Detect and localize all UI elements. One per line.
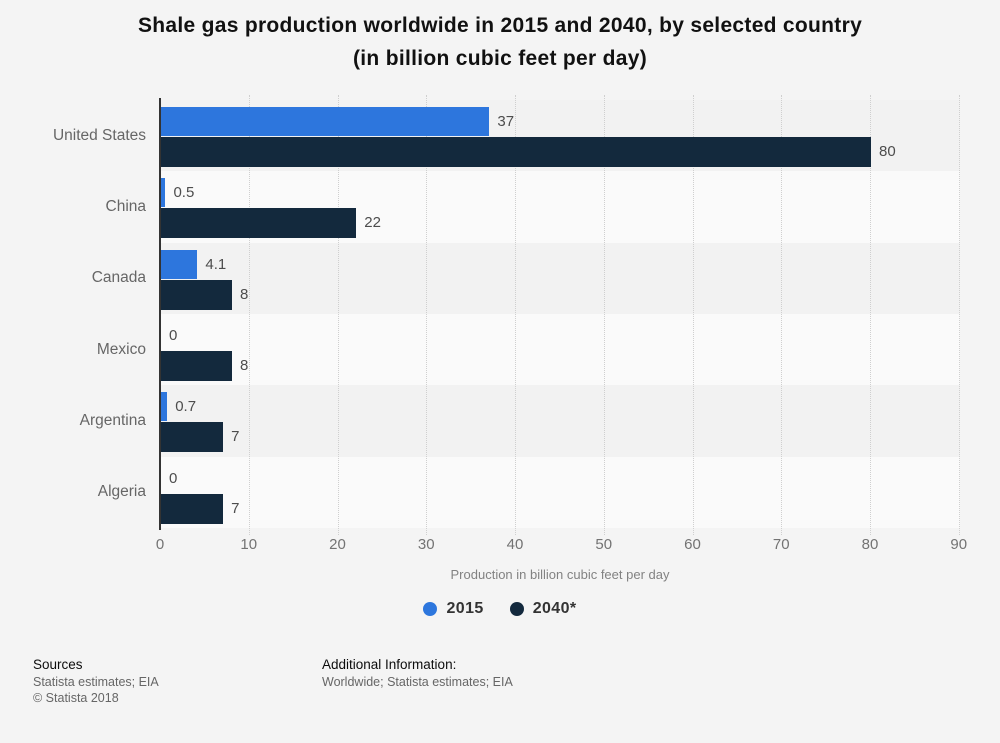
value-label-2040-algeria: 7 [231, 499, 240, 517]
bar-2015-united-states [161, 107, 490, 136]
additional-info-block: Additional Information: Worldwide; Stati… [322, 657, 513, 691]
value-label-2015-mexico: 0 [169, 327, 178, 344]
bar-2015-argentina [161, 392, 168, 422]
plot-area: 37 80 0.5 22 4.1 8 0 8 0.7 7 0 7 [160, 95, 960, 535]
sources-line: Statista estimates; EIA [33, 675, 159, 689]
x-tick-label-10: 10 [240, 536, 258, 553]
bar-2040-china [161, 208, 357, 239]
bar-2015-china [161, 178, 166, 208]
x-tick-label-70: 70 [772, 536, 790, 553]
chart-title-line2: (in billion cubic feet per day) [353, 47, 647, 70]
chart-title: Shale gas production worldwide in 2015 a… [0, 9, 1000, 75]
x-tick-label-80: 80 [861, 536, 879, 553]
bar-2040-mexico [161, 351, 232, 381]
row-band-argentina [160, 385, 960, 457]
value-label-2015-algeria: 0 [169, 469, 178, 487]
value-label-2040-mexico: 8 [240, 357, 249, 374]
bar-2040-argentina [161, 422, 224, 453]
x-tick-label-60: 60 [684, 536, 701, 553]
category-label-argentina: Argentina [79, 411, 146, 429]
legend-item-2015: 2015 [423, 600, 483, 618]
value-label-2040-argentina: 7 [231, 428, 240, 446]
grid-line-30 [426, 95, 428, 535]
value-label-2015-argentina: 0.7 [175, 398, 197, 416]
value-label-2040-china: 22 [364, 214, 381, 232]
x-tick-label-20: 20 [329, 536, 346, 553]
row-band-canada [160, 242, 960, 314]
x-tick-label-40: 40 [506, 536, 524, 553]
additional-info-line: Worldwide; Statista estimates; EIA [322, 675, 513, 689]
category-axis: United States China Canada Mexico Argentina A… [0, 100, 146, 528]
value-label-2040-canada: 8 [240, 285, 249, 303]
copyright-line: © Statista 2018 [33, 690, 119, 705]
value-label-2015-canada: 4.1 [205, 255, 227, 273]
legend: 2015 2040* [0, 597, 1000, 621]
legend-dot-2015 [423, 602, 438, 616]
category-label-mexico: Mexico [96, 340, 146, 358]
x-tick-label-50: 50 [595, 536, 613, 553]
grid-line-20 [337, 95, 339, 535]
grid-line-50 [603, 95, 605, 535]
category-label-algeria: Algeria [97, 483, 146, 501]
grid-line-90 [958, 95, 960, 535]
chart-title-line1: Shale gas production worldwide in 2015 a… [137, 14, 863, 37]
bar-2040-algeria [161, 493, 224, 524]
sources-block: Sources Statista estimates; EIA © Statis… [33, 657, 159, 706]
grid-line-40 [515, 95, 516, 535]
bar-2015-canada [161, 249, 198, 279]
grid-line-10 [248, 95, 250, 535]
grid-line-80 [870, 95, 871, 535]
row-band-mexico [160, 314, 960, 386]
grid-line-70 [781, 95, 783, 535]
x-axis: 0 10 20 30 40 50 60 70 80 90 [156, 536, 967, 558]
y-axis-line [159, 98, 161, 530]
additional-info-heading: Additional Information: [322, 657, 457, 672]
value-label-2015-china: 0.5 [173, 184, 195, 202]
x-tick-label-0: 0 [155, 536, 165, 553]
row-band-algeria [160, 456, 960, 528]
legend-label-2015: 2015 [446, 600, 484, 617]
grid-line-60 [692, 95, 694, 535]
category-label-canada: Canada [91, 269, 146, 287]
x-tick-label-30: 30 [417, 536, 435, 553]
legend-dot-2040 [509, 602, 524, 616]
legend-label-2040: 2040* [532, 600, 577, 617]
legend-item-2040: 2040* [509, 600, 577, 618]
bar-2040-canada [161, 279, 232, 310]
category-label-united-states: United States [52, 126, 146, 144]
value-label-2015-united-states: 37 [497, 113, 515, 130]
x-tick-label-90: 90 [950, 536, 968, 553]
bar-2040-united-states [161, 137, 871, 167]
value-label-2040-united-states: 80 [879, 143, 896, 160]
category-label-china: China [105, 197, 147, 215]
x-axis-title: Production in billion cubic feet per day [450, 567, 670, 582]
sources-heading: Sources [33, 657, 83, 672]
